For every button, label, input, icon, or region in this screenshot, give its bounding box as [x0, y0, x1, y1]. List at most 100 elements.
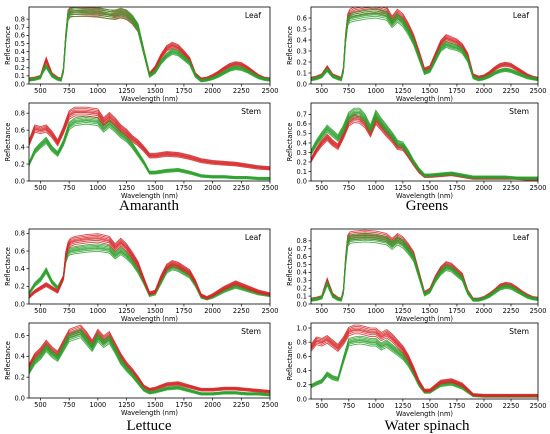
y-tick-label: 0.2	[297, 158, 308, 166]
x-tick-label: 1000	[367, 402, 384, 410]
x-tick-label: 1750	[176, 307, 193, 315]
y-tick-label: 0.8	[297, 237, 308, 245]
green-spectrum-line	[311, 340, 538, 397]
y-tick-label: 0.8	[15, 15, 26, 23]
x-tick-label: 2250	[233, 87, 250, 95]
panel-amaranth-leaf: 500 750 1000 1250 1500 1750 2000 2250 2500 0.00.1…	[4, 6, 279, 103]
x-tick-label: 1750	[176, 401, 193, 409]
x-tick-label: 1250	[394, 307, 411, 315]
x-axis-label: Wavelength (nm)	[121, 95, 178, 103]
green-spectrum-line	[311, 339, 538, 397]
x-tick-label: 2500	[262, 87, 279, 95]
green-spectrum-line	[29, 7, 270, 81]
x-tick-label: 500	[34, 307, 47, 315]
x-tick-label: 1750	[449, 402, 466, 410]
x-tick-label: 500	[316, 87, 329, 95]
y-tick-label: 0.5	[297, 261, 308, 269]
y-tick-label: 0.4	[15, 48, 26, 56]
x-tick-label: 500	[34, 184, 47, 192]
red-spectrum-line	[29, 113, 270, 170]
panel-amaranth-stem: 500 750 1000 1250 1500 1750 2000 2250 2500 0.0 0.2…	[4, 102, 278, 200]
x-tick-label: 500	[316, 307, 329, 315]
axes-frame	[28, 6, 271, 85]
x-tick-label: 2250	[503, 87, 520, 95]
curve-bundle	[311, 107, 538, 181]
x-tick-label: 1250	[118, 87, 135, 95]
x-tick-label: 1250	[118, 184, 135, 192]
red-spectrum-line	[29, 241, 270, 300]
y-tick-label: 0.0	[297, 80, 308, 88]
red-spectrum-line	[311, 121, 538, 181]
caption-amaranth: Amaranth	[119, 198, 179, 214]
green-spectrum-line	[29, 123, 270, 181]
y-axis-label: Reflectance	[4, 341, 12, 380]
x-tick-label: 1000	[367, 87, 384, 95]
green-spectrum-line	[311, 109, 538, 178]
x-tick-label: 1250	[394, 87, 411, 95]
x-tick-label: 1500	[147, 184, 164, 192]
y-tick-label: 0.6	[297, 253, 308, 261]
y-tick-label: 0.0	[15, 177, 26, 185]
red-spectrum-line	[29, 327, 270, 392]
y-tick-label: 0.0	[297, 300, 308, 308]
x-tick-label: 2250	[233, 184, 250, 192]
y-tick-label: 0.6	[297, 14, 308, 22]
y-tick-label: 0.1	[297, 168, 308, 176]
red-spectrum-line	[29, 106, 270, 168]
x-tick-label: 750	[63, 307, 76, 315]
y-tick-label: 0.5	[15, 40, 26, 48]
panel-water-spinach-leaf: 500 750 1000 1250 1500 1750 2000 2250 2500 0.00.1…	[286, 228, 546, 323]
x-tick-label: 750	[343, 87, 356, 95]
x-tick-label: 750	[63, 184, 76, 192]
red-spectrum-line	[29, 324, 270, 391]
axes-frame	[28, 102, 271, 182]
y-tick-label: 0.2	[297, 285, 308, 293]
y-tick-label: 0.6	[297, 353, 308, 361]
x-tick-label: 2000	[204, 307, 221, 315]
x-axis-label: Wavelength (nm)	[396, 192, 453, 200]
x-tick-label: 2000	[476, 87, 493, 95]
x-tick-label: 2000	[204, 184, 221, 192]
red-spectrum-line	[311, 324, 538, 395]
x-tick-label: 1500	[147, 307, 164, 315]
x-tick-label: 1250	[118, 307, 135, 315]
y-tick-label: 0.4	[297, 269, 308, 277]
y-tick-label: 0.5	[297, 130, 308, 138]
x-tick-label: 2000	[476, 184, 493, 192]
x-tick-label: 1500	[147, 401, 164, 409]
x-tick-label: 2000	[476, 402, 493, 410]
y-tick-label: 0.2	[15, 373, 26, 381]
x-axis-label: Wavelength (nm)	[396, 315, 453, 323]
x-tick-label: 1250	[394, 402, 411, 410]
x-tick-label: 2500	[530, 402, 547, 410]
panel-greens-leaf: 500 750 1000 1250 1500 1750 2000 2250 2500 0.0 0.1…	[286, 6, 547, 103]
y-tick-label: 0.6	[15, 32, 26, 40]
y-tick-label: 0.0	[297, 177, 308, 185]
y-tick-label: 0.1	[15, 72, 26, 80]
axes-frame	[28, 228, 271, 305]
caption-greens: Greens	[406, 198, 449, 214]
y-tick-label: 0.2	[15, 283, 26, 291]
green-spectrum-line	[29, 337, 270, 397]
y-tick-label: 0.4	[15, 143, 26, 151]
y-axis-label: Reflectance	[286, 342, 294, 381]
axes-frame	[310, 228, 539, 305]
panel-water-spinach-stem: 500 750 1000 1250 1500 1750 2000 2250 2500 0.0 0.2…	[286, 322, 547, 418]
green-spectrum-line	[311, 338, 538, 397]
y-tick-label: 1.0	[297, 324, 308, 332]
x-tick-label: 2500	[530, 87, 547, 95]
x-tick-label: 1500	[422, 402, 439, 410]
x-tick-label: 2250	[503, 402, 520, 410]
x-tick-label: 2500	[262, 401, 279, 409]
x-tick-label: 1250	[394, 184, 411, 192]
x-axis-label: Wavelength (nm)	[121, 192, 178, 200]
x-tick-label: 750	[343, 184, 356, 192]
caption-lettuce: Lettuce	[127, 418, 172, 434]
y-tick-label: 0.0	[15, 300, 26, 308]
y-tick-label: 0.7	[297, 111, 308, 119]
green-spectrum-line	[311, 335, 538, 396]
x-tick-label: 1500	[422, 307, 439, 315]
x-tick-label: 2000	[476, 307, 493, 315]
axes-frame	[310, 322, 539, 400]
